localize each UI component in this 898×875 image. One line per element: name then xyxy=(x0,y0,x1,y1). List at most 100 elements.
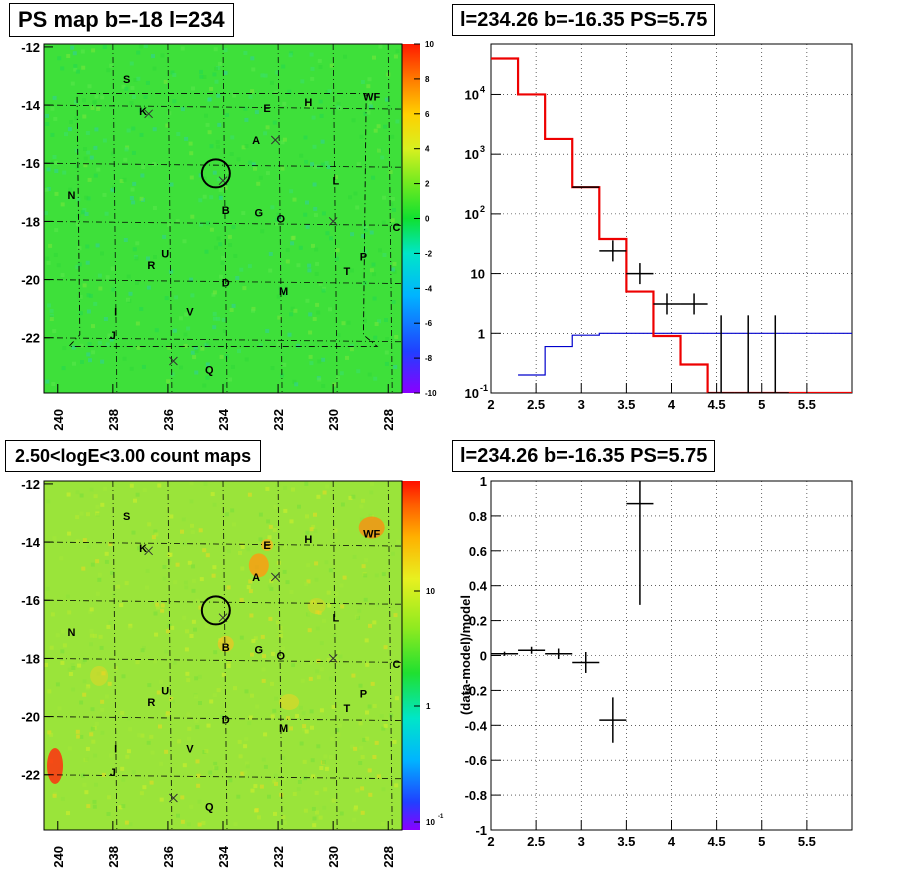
map-pixel xyxy=(248,715,253,720)
source-label-v: V xyxy=(186,744,194,756)
map-pixel xyxy=(338,654,343,659)
map-pixel xyxy=(262,654,266,659)
map-pixel xyxy=(170,70,175,75)
map-pixel xyxy=(354,614,359,619)
map-pixel xyxy=(311,774,316,779)
map-pixel xyxy=(154,632,159,637)
map-pixel xyxy=(317,359,322,364)
map-pixel xyxy=(335,376,340,381)
map-pixel xyxy=(275,484,280,489)
map-pixel xyxy=(218,242,223,247)
map-pixel xyxy=(268,616,273,621)
source-label-wf: WF xyxy=(363,91,380,103)
source-label-i: I xyxy=(114,307,117,319)
map-grid-line xyxy=(332,480,338,831)
map-pixel xyxy=(83,163,88,168)
map-pixel xyxy=(100,251,104,256)
map-pixel xyxy=(167,553,172,557)
spectrum-y-tick-exponent: 3 xyxy=(480,144,485,154)
map-pixel xyxy=(221,255,226,260)
map-pixel xyxy=(263,764,268,769)
map-pixel xyxy=(312,182,317,187)
map-pixel xyxy=(139,307,144,311)
map-pixel xyxy=(170,625,175,630)
map-pixel xyxy=(49,732,54,737)
map-pixel xyxy=(258,343,263,348)
map-pixel xyxy=(331,110,336,115)
map-pixel xyxy=(317,610,322,615)
map-pixel xyxy=(335,728,340,733)
map-pixel xyxy=(47,303,51,308)
map-pixel xyxy=(96,671,101,676)
map-pixel xyxy=(226,585,231,590)
map-pixel xyxy=(132,181,137,186)
residual-x-tick-label: 2 xyxy=(487,834,494,849)
map-pixel xyxy=(326,657,331,662)
map-pixel xyxy=(321,760,326,764)
map-pixel xyxy=(89,642,93,647)
map-pixel xyxy=(308,660,313,665)
model-total-step xyxy=(491,57,852,393)
map-pixel xyxy=(334,592,339,597)
source-cross xyxy=(270,135,280,145)
source-label-h: H xyxy=(304,97,312,109)
map-pixel xyxy=(292,197,297,202)
map-pixel xyxy=(374,740,379,745)
map-pixel xyxy=(209,86,214,91)
map-pixel xyxy=(150,750,155,755)
map-pixel xyxy=(199,577,204,582)
map-pixel xyxy=(79,734,84,739)
map-pixel xyxy=(290,241,295,246)
map-pixel xyxy=(187,726,192,731)
map-pixel xyxy=(314,247,319,252)
map-pixel xyxy=(112,593,117,597)
map-pixel xyxy=(89,607,94,612)
map-pixel xyxy=(70,663,75,668)
map-pixel xyxy=(189,481,194,486)
map-pixel xyxy=(383,645,388,650)
map-pixel xyxy=(165,713,170,718)
map-pixel xyxy=(94,721,99,726)
map-pixel xyxy=(379,714,384,719)
map-pixel xyxy=(267,584,272,589)
map-pixel xyxy=(350,343,354,348)
map-pixel xyxy=(322,618,326,623)
map-pixel xyxy=(243,744,248,749)
map-pixel xyxy=(311,243,315,248)
map-hotspot xyxy=(248,553,269,578)
map-pixel xyxy=(120,766,125,771)
map-pixel xyxy=(310,725,314,730)
map-pixel xyxy=(44,771,49,776)
map-pixel xyxy=(304,582,309,587)
map-pixel xyxy=(385,337,390,342)
map-pixel xyxy=(321,288,326,293)
map-pixel xyxy=(313,213,318,218)
map-pixel xyxy=(301,711,306,716)
map-pixel xyxy=(133,498,137,503)
map-pixel xyxy=(175,219,180,224)
source-label-c: C xyxy=(393,222,401,234)
ps-map-axes: 240 238 236 234 232 230 228 -12 -14 -16 -18 -20 -22 xyxy=(21,40,396,431)
map-pixel xyxy=(212,502,217,507)
spectrum-x-tick-label: 3 xyxy=(578,397,585,412)
map-pixel xyxy=(382,195,387,200)
source-label-p: P xyxy=(360,688,367,700)
map-pixel xyxy=(192,355,197,360)
map-pixel xyxy=(313,528,318,533)
map-pixel xyxy=(70,45,75,50)
map-pixel xyxy=(317,58,322,63)
map-pixel xyxy=(119,179,124,183)
map-pixel xyxy=(160,608,165,613)
map-pixel xyxy=(47,730,52,735)
source-cross xyxy=(144,546,153,556)
map-pixel xyxy=(360,810,365,815)
map-pixel xyxy=(97,340,102,345)
map-pixel xyxy=(202,383,207,388)
map-pixel xyxy=(274,696,279,701)
map-pixel xyxy=(95,504,100,509)
map-pixel xyxy=(213,316,217,321)
map-pixel xyxy=(105,275,110,280)
map-pixel xyxy=(121,84,126,89)
map-pixel xyxy=(151,538,156,543)
map-pixel xyxy=(212,170,217,175)
